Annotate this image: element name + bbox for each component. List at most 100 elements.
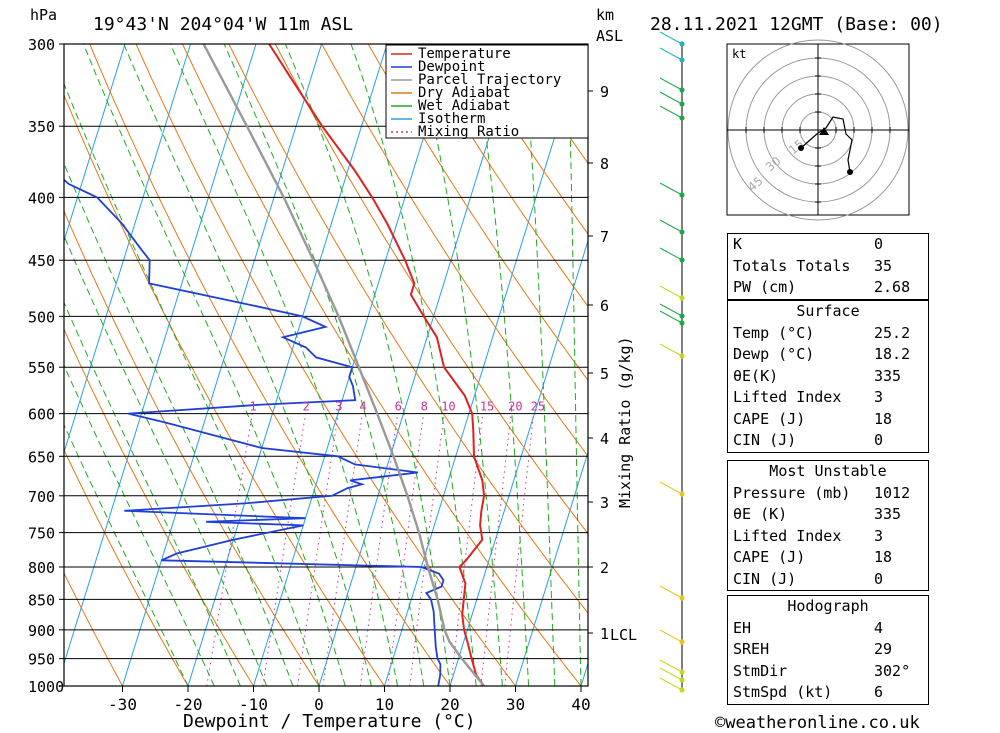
km-tick-label: 7	[600, 228, 609, 246]
isotherm-line	[515, 450, 588, 686]
wind-barb	[659, 219, 683, 233]
table-row: PW (cm) 2.68	[728, 277, 928, 299]
pressure-tick-label: 850	[28, 591, 55, 609]
row-label: θE(K)	[733, 366, 779, 385]
row-value: 302°	[874, 661, 911, 680]
row-label: Dewp (°C)	[733, 345, 815, 363]
row-value: 3	[874, 526, 884, 545]
km-tick-label: 1	[600, 625, 609, 643]
pressure-tick-label: 500	[28, 308, 55, 326]
pressure-tick-label: 950	[28, 651, 55, 669]
x-tick-label: 0	[314, 695, 324, 714]
row-value: 35	[874, 256, 893, 275]
mixing-ratio-label: 10	[441, 400, 455, 414]
dry-adiabat-line	[414, 44, 588, 308]
mixing-ratio-label: 20	[508, 400, 522, 414]
row-label: PW (cm)	[733, 278, 797, 296]
row-value: 29	[874, 640, 893, 658]
km-tick-label: 4	[600, 430, 609, 448]
dry-adiabat-line	[64, 572, 123, 686]
row-label: StmDir	[733, 661, 788, 680]
isotherm-line	[122, 44, 322, 686]
table-row: CAPE (J) 18	[728, 409, 928, 431]
row-label: SREH	[733, 640, 770, 658]
x-tick-label: 40	[571, 695, 590, 714]
wind-barb	[659, 343, 683, 357]
pressure-tick-label: 450	[28, 252, 55, 270]
wet-adiabat-line	[350, 44, 477, 686]
table-row: CIN (J) 0	[728, 569, 928, 591]
pressure-tick-label: 900	[28, 622, 55, 640]
row-label: CAPE (J)	[733, 548, 806, 566]
hodograph-trace	[800, 116, 853, 173]
wind-barb	[659, 285, 683, 299]
row-label: CIN (J)	[733, 431, 797, 449]
row-value: 335	[874, 366, 902, 385]
legend-label: Parcel Trajectory	[418, 72, 561, 88]
table-row: CAPE (J) 18	[728, 547, 928, 569]
isotherm-line	[318, 44, 519, 686]
asl-label: ASL	[596, 27, 623, 45]
hodograph-table-panel: Hodograph EH 4 SREH 29 StmDir 302° StmSpd (kt)…	[727, 595, 929, 705]
wind-barb	[659, 659, 683, 673]
row-label: EH	[733, 618, 752, 637]
isotherm-line	[449, 239, 588, 686]
wind-barb	[659, 481, 683, 495]
row-label: Temp (°C)	[733, 323, 815, 342]
plot-frame	[63, 43, 589, 687]
wet-adiabat-line	[123, 44, 372, 686]
legend-label: Dry Adiabat	[418, 85, 511, 101]
legend-label: Dewpoint	[418, 59, 485, 75]
wind-barb	[659, 105, 683, 119]
km-tick-label: 2	[600, 559, 609, 577]
dry-adiabat-line	[460, 44, 588, 235]
copyright-text: ©weatheronline.co.uk	[715, 713, 920, 733]
row-label: Totals Totals	[733, 256, 851, 275]
wet-adiabat-line	[472, 44, 530, 686]
x-tick-label: 20	[440, 695, 459, 714]
pressure-tick-label: 650	[28, 448, 55, 466]
wind-barb	[659, 310, 683, 324]
mixing-ratio-label: 6	[395, 400, 402, 414]
row-value: 6	[874, 683, 884, 701]
mixing-ratio-line	[450, 413, 484, 686]
row-value: 18	[874, 548, 893, 566]
row-label: CAPE (J)	[733, 409, 806, 428]
most-unstable-title: Most Unstable	[769, 462, 887, 480]
row-value: 335	[874, 505, 902, 523]
location-title: 19°43'N 204°04'W 11m ASL	[93, 14, 353, 35]
row-value: 18.2	[874, 345, 911, 363]
table-row: EH 4	[728, 618, 928, 640]
km-tick-label: 5	[600, 365, 609, 383]
surface-title: Surface	[796, 302, 860, 320]
x-tick-label: 30	[506, 695, 525, 714]
wet-adiabat-line	[169, 44, 399, 686]
km-tick-label: 3	[600, 494, 609, 512]
table-row: CIN (J) 0	[728, 430, 928, 452]
row-label: θE (K)	[733, 505, 788, 523]
hodograph-end-dot	[847, 169, 853, 175]
table-row: Lifted Index 3	[728, 526, 928, 548]
legend-label: Isotherm	[418, 111, 485, 127]
pressure-unit-label: hPa	[30, 6, 57, 24]
wet-adiabat-line	[64, 234, 268, 686]
legend-box	[385, 44, 589, 139]
wet-adiabat-line	[414, 44, 503, 686]
hodograph-start-dot	[798, 145, 804, 151]
table-row: StmDir 302°	[728, 661, 928, 683]
series-line-dewpoint	[64, 178, 445, 686]
table-row: Pressure (mb) 1012	[728, 483, 928, 505]
table-row: Dewp (°C) 18.2	[728, 344, 928, 366]
row-label: StmSpd (kt)	[733, 683, 833, 701]
hodograph-unit: kt	[732, 47, 746, 61]
mixing-ratio-label: 4	[359, 400, 366, 414]
pressure-tick-label: 700	[28, 488, 55, 506]
x-tick-label: 10	[375, 695, 394, 714]
dry-adiabat-line	[89, 44, 451, 686]
wind-barb	[659, 247, 683, 261]
pressure-tick-label: 400	[28, 189, 55, 207]
wet-adiabat-line	[523, 44, 556, 686]
legend-label: Mixing Ratio	[418, 124, 519, 140]
row-label: Lifted Index	[733, 526, 842, 545]
